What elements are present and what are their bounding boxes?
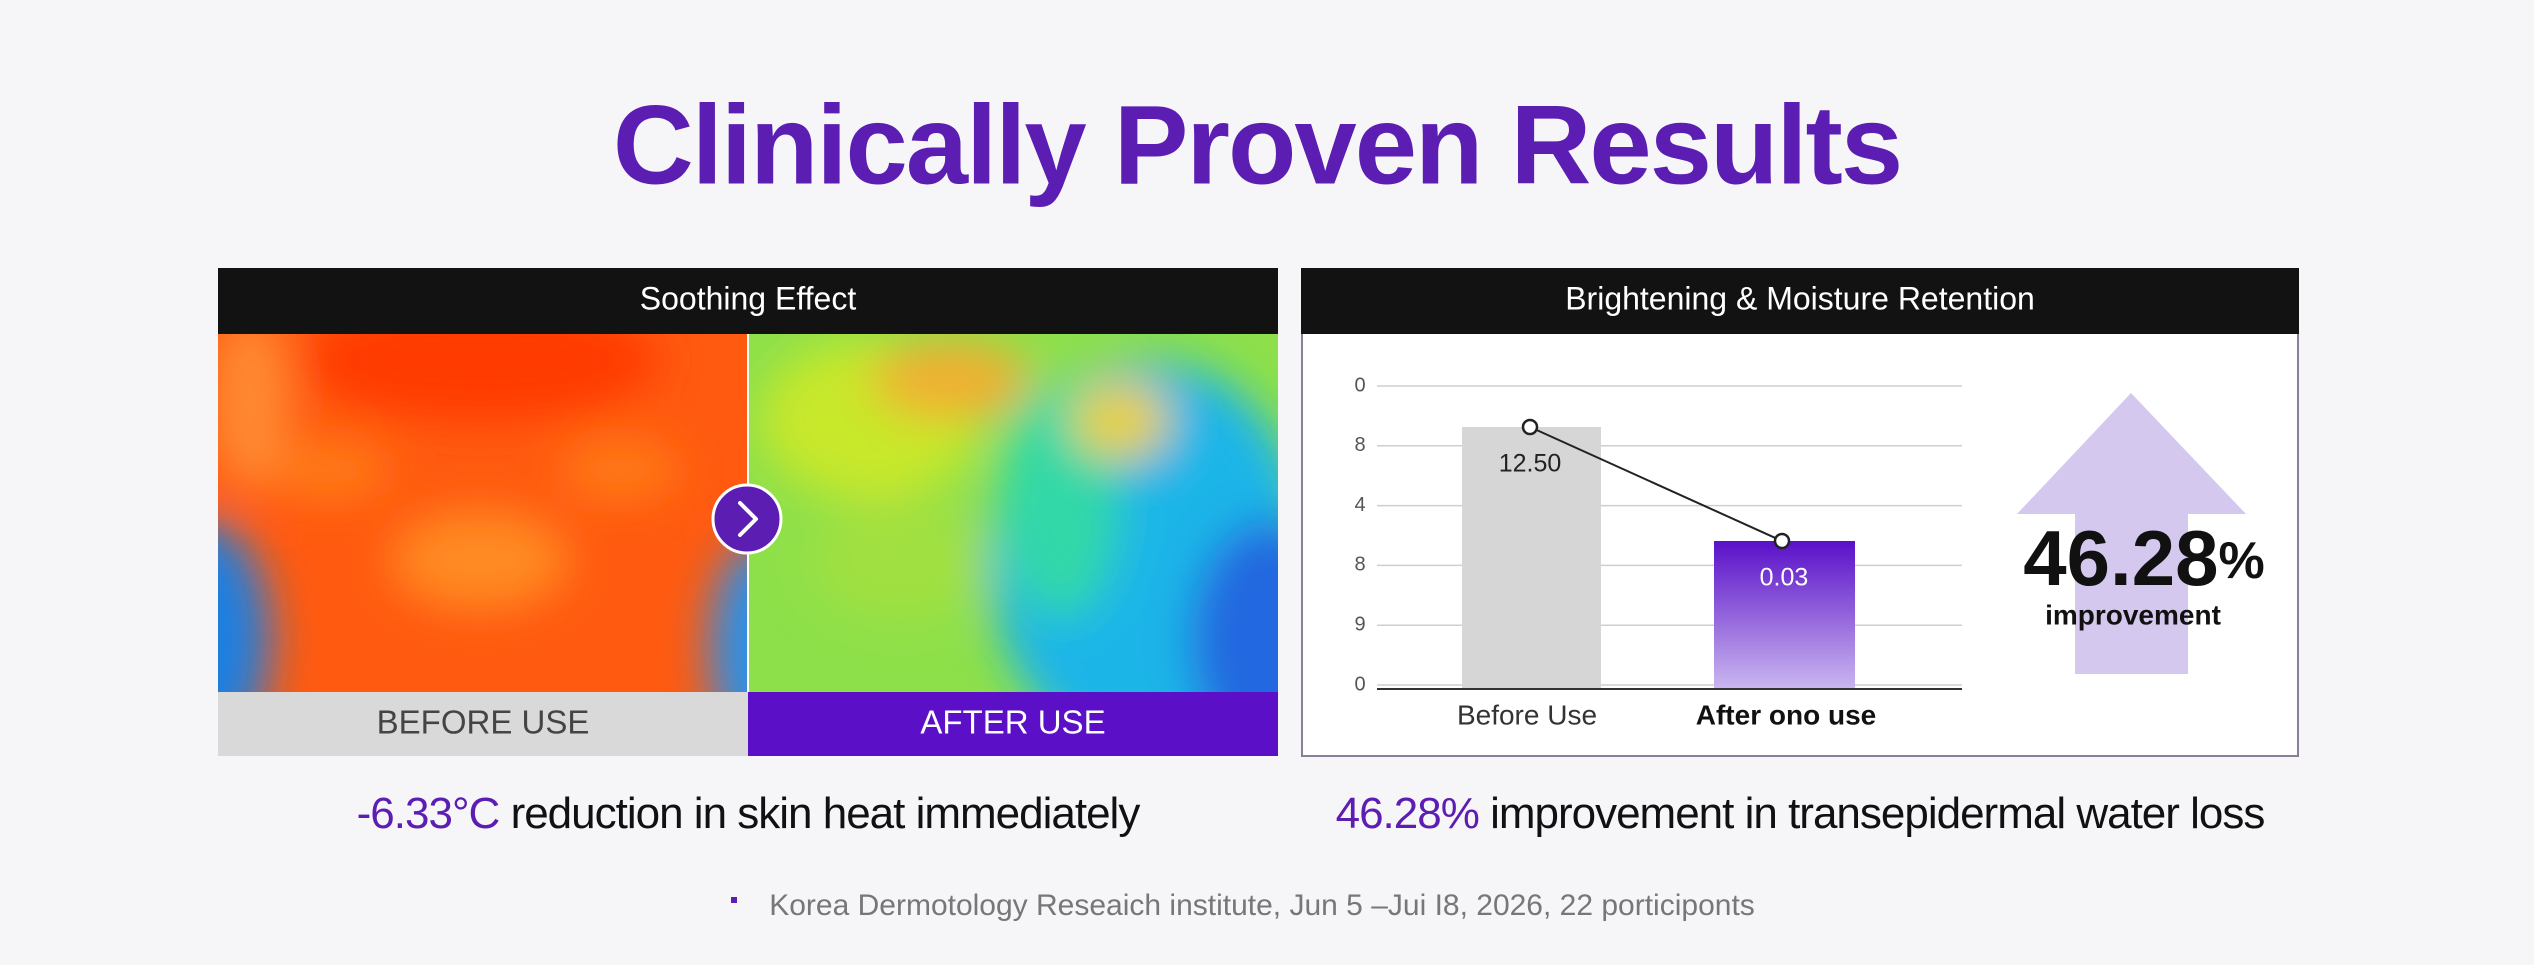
axis-label: 8 <box>1354 434 1365 456</box>
caption: 46.28% improvement in transepidermal wat… <box>1336 789 2265 838</box>
bar-label: 12.50 <box>1499 450 1562 478</box>
panel-header <box>218 268 1278 334</box>
panel-title: Soothing Effect <box>640 280 857 316</box>
category-label: Before Use <box>1457 699 1597 730</box>
caption-highlight: 46.28% <box>1336 789 1479 838</box>
after-label-bg <box>748 692 1278 756</box>
before-bar <box>1462 427 1601 688</box>
stat-unit: % <box>2218 532 2264 590</box>
up-arrow <box>2017 393 2246 674</box>
before-label-bg <box>218 692 748 756</box>
panel-header <box>1301 268 2299 334</box>
arrow-icon <box>738 501 758 537</box>
soothing-panel: Soothing Effect <box>218 268 1278 756</box>
marker <box>1521 418 1539 436</box>
axis-label: 8 <box>1354 554 1365 576</box>
caption: -6.33°C reduction in skin heat immediate… <box>357 789 1141 838</box>
axis-label: 0 <box>1354 374 1365 396</box>
axis-label: 4 <box>1354 494 1365 516</box>
stat: 46.28% <box>2023 514 2264 602</box>
stat-label: improvement <box>2045 599 2221 630</box>
axis-label: 9 <box>1354 613 1365 635</box>
caption-text: reduction in skin heat immediately <box>511 789 1141 838</box>
before-label: BEFORE USE <box>377 704 590 741</box>
category-label: After ono use <box>1696 699 1876 730</box>
after-label: AFTER USE <box>920 704 1105 741</box>
stat-value: 46.28 <box>2023 514 2218 602</box>
after-bar <box>1714 541 1855 688</box>
bar-label: 0.03 <box>1760 564 1809 592</box>
caption-highlight: -6.33°C <box>357 789 500 838</box>
caption-text: improvement in transepidermal water loss <box>1490 789 2264 838</box>
panel-title: Brightening & Moisture Retention <box>1565 280 2035 316</box>
footnote: Korea Dermotology Reseaich institute, Ju… <box>769 889 1755 922</box>
thermal-after <box>748 334 1278 692</box>
brightening-panel: Brightening & Moisture Retention 084890 … <box>1301 268 2299 757</box>
axis-label: 0 <box>1354 673 1365 695</box>
marker <box>1773 532 1791 550</box>
connector-line <box>1529 426 1783 542</box>
thermal-before <box>218 334 748 692</box>
bullet <box>731 897 737 903</box>
arrow-button <box>711 483 783 555</box>
page-title: Clinically Proven Results <box>613 83 1901 208</box>
